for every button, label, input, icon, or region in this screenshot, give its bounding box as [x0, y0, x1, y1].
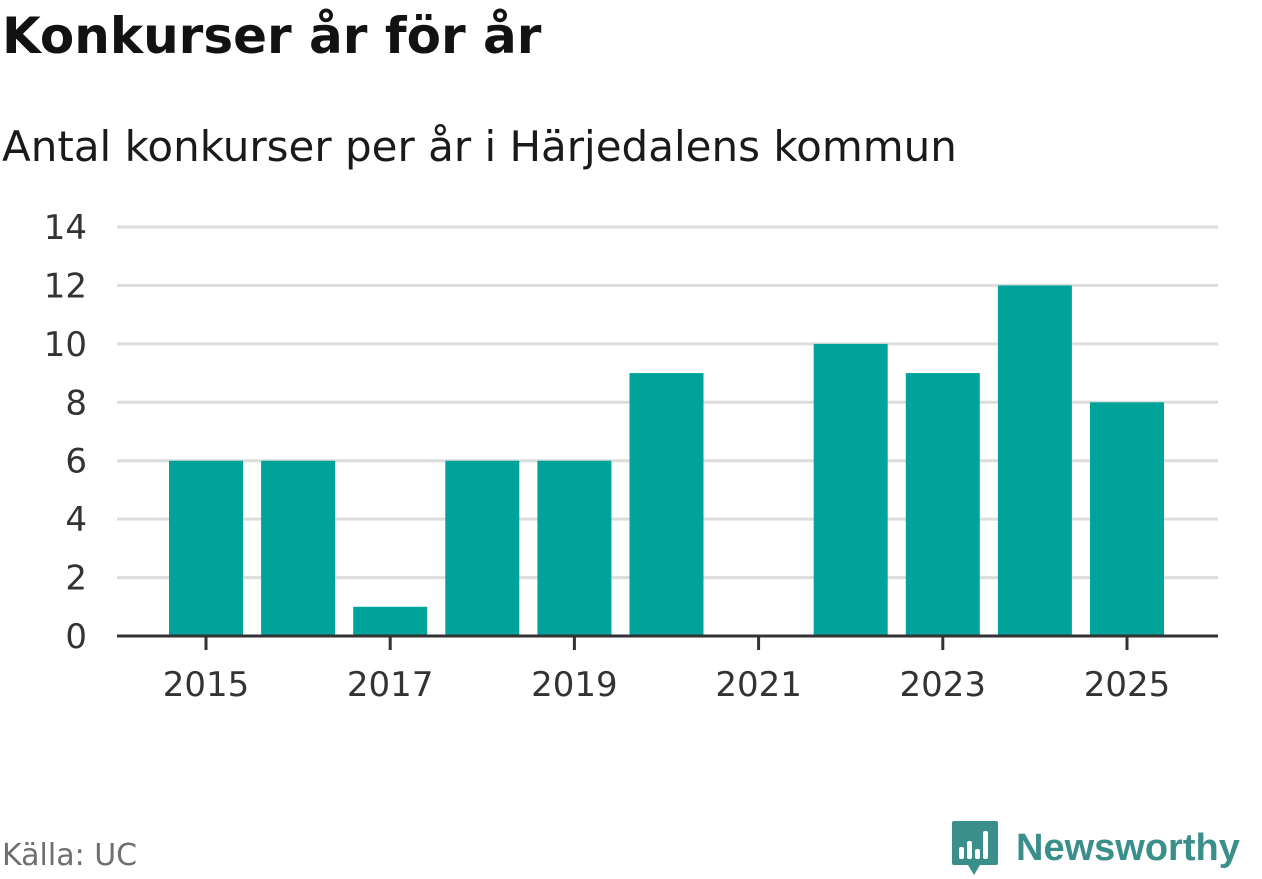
bar: [813, 343, 888, 636]
brand-logo: Newsworthy: [950, 818, 1240, 878]
y-tick-label: 0: [65, 617, 87, 657]
bar: [261, 460, 336, 636]
y-tick-label: 10: [44, 325, 87, 365]
y-tick-label: 8: [65, 383, 87, 423]
x-tick-label: 2019: [531, 665, 618, 705]
x-tick-label: 2023: [900, 665, 987, 705]
x-tick-label: 2017: [347, 665, 434, 705]
bar-chart: 0 2 4 6 8 10 12 14 2015 2017 2019 2021 2023 2025: [44, 208, 1218, 705]
bar: [629, 373, 704, 636]
y-tick-label: 6: [65, 442, 87, 482]
bar: [905, 373, 980, 636]
bar: [997, 285, 1072, 636]
source-note: Källa: UC: [2, 838, 138, 873]
brand-name: Newsworthy: [1016, 826, 1240, 869]
x-tick-label: 2015: [163, 665, 250, 705]
bar: [353, 606, 428, 636]
chart-subtitle: Antal konkurser per år i Härjedalens kom…: [2, 122, 957, 171]
bar: [1090, 402, 1164, 636]
bar: [445, 460, 520, 636]
y-tick-label: 14: [44, 208, 87, 248]
bar: [537, 460, 612, 636]
x-tick-label: 2025: [1084, 665, 1171, 705]
y-tick-label: 2: [65, 559, 87, 599]
x-tick-label: 2021: [715, 665, 802, 705]
bar: [169, 460, 243, 636]
y-tick-label: 4: [65, 500, 87, 540]
newsworthy-logo-icon: [952, 821, 998, 875]
y-tick-label: 12: [44, 266, 87, 306]
chart-title: Konkurser år för år: [2, 7, 542, 65]
